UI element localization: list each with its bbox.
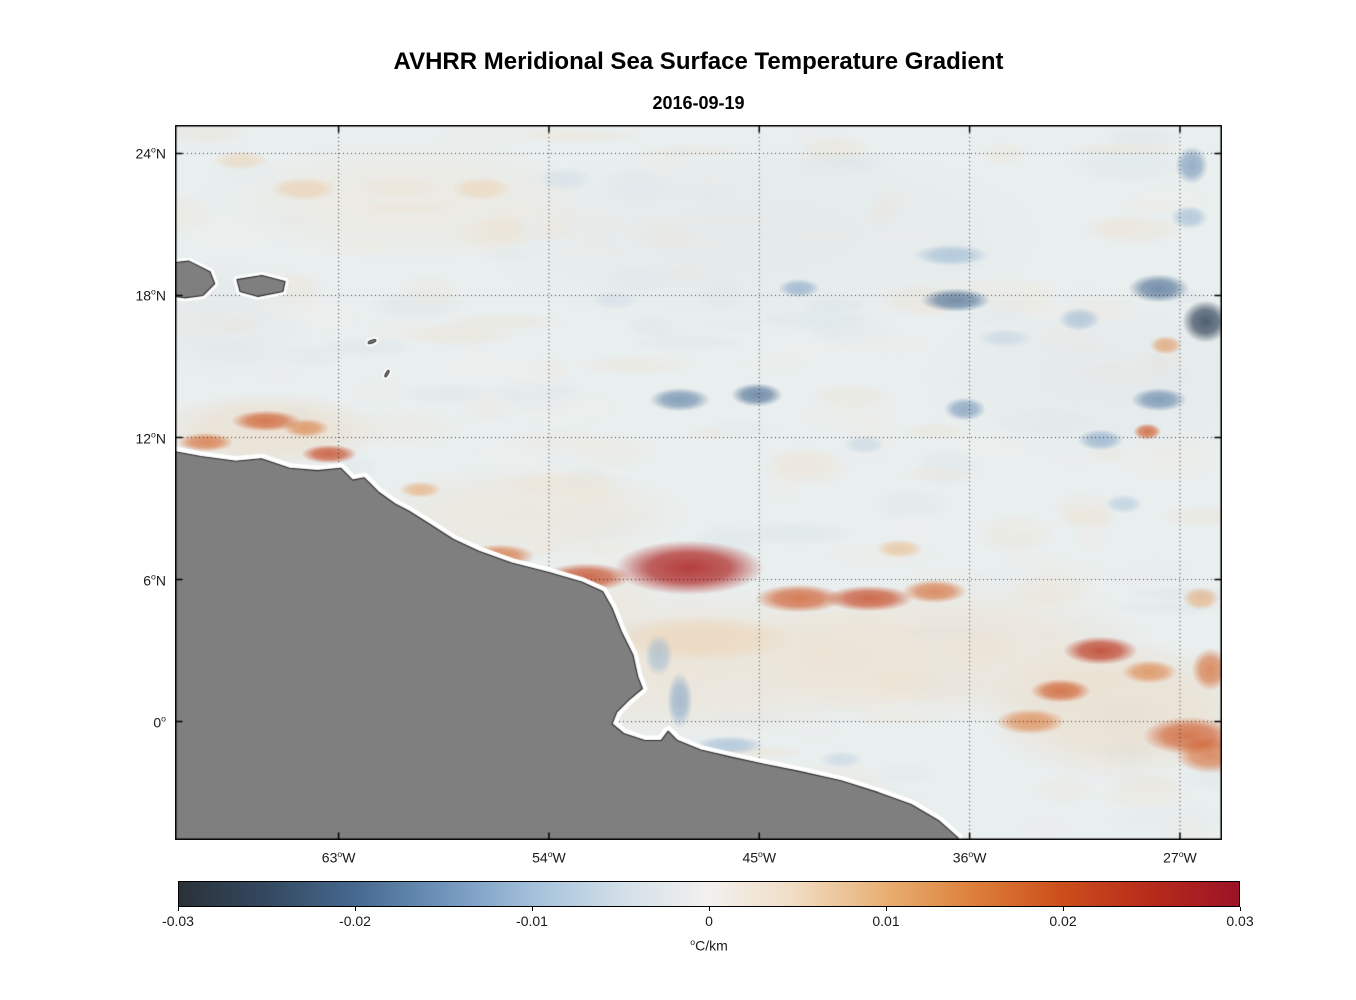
y-tick-label: 24oN [135, 145, 166, 162]
colorbar-unit-label: oC/km [690, 937, 728, 954]
colorbar-tick-label: -0.03 [162, 913, 194, 929]
colorbar: -0.03 -0.02 -0.01 0 0.01 0.02 0.03 oC/km [162, 881, 1254, 971]
y-tick-label: 6oN [143, 571, 166, 588]
colorbar-tick [532, 907, 533, 911]
colorbar-tick-label: 0.03 [1226, 913, 1254, 929]
colorbar-tick-label: 0.01 [872, 913, 900, 929]
y-tick-label: 0o [153, 713, 166, 730]
colorbar-tick-label: 0.02 [1049, 913, 1077, 929]
colorbar-tick [1063, 907, 1064, 911]
colorbar-tick [886, 907, 887, 911]
colorbar-tick [355, 907, 356, 911]
x-tick-label: 36oW [952, 849, 987, 866]
colorbar-tick-label: 0 [705, 913, 713, 929]
sst-gradient-heatmap [175, 125, 1222, 840]
colorbar-tick-label: -0.01 [516, 913, 548, 929]
colorbar-tick-label: -0.02 [339, 913, 371, 929]
y-tick-label: 12oN [135, 429, 166, 446]
x-tick-label: 54oW [532, 849, 566, 866]
colorbar-tick [178, 907, 179, 911]
x-tick-label: 63oW [321, 849, 356, 866]
y-tick-label: 18oN [135, 287, 166, 304]
x-tick-label: 27oW [1163, 849, 1197, 866]
map-plot: 24oN 18oN 12oN 6oN 0o 63oW 54oW 45oW 36oW 27oW [135, 125, 1222, 866]
chart-title: AVHRR Meridional Sea Surface Temperature… [393, 48, 1004, 75]
x-tick-label: 45oW [742, 849, 777, 866]
colorbar-tick [709, 907, 710, 911]
colorbar-tick [1240, 907, 1241, 911]
colorbar-gradient [178, 881, 1240, 907]
chart-date-subtitle: 2016-09-19 [652, 93, 745, 113]
